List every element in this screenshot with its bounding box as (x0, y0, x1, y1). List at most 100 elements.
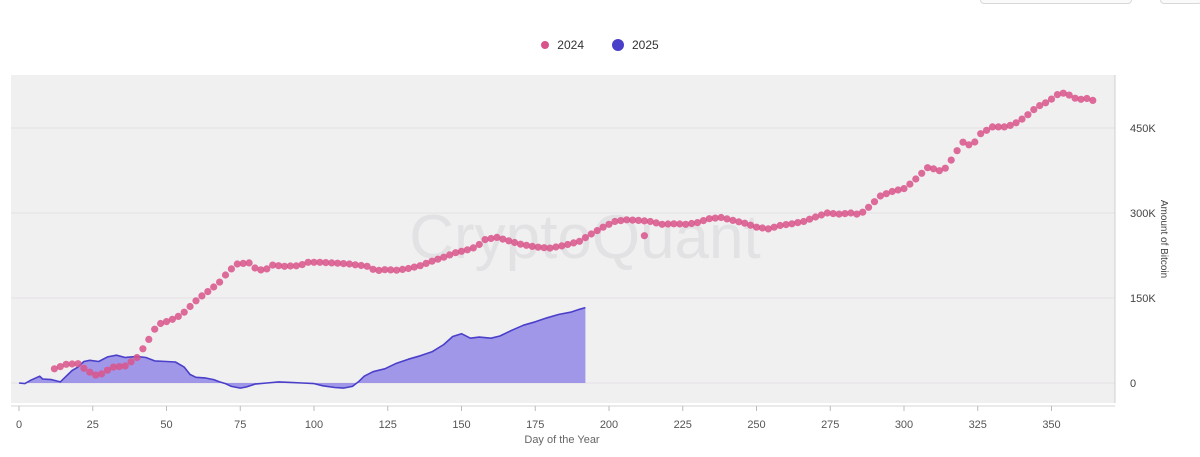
point-2024 (363, 262, 371, 270)
point-2024 (741, 219, 749, 227)
point-2024 (859, 208, 867, 216)
point-2024 (227, 265, 235, 273)
point-2024 (705, 215, 713, 223)
point-2024 (623, 216, 631, 224)
point-2024 (534, 243, 542, 251)
point-2024 (634, 216, 643, 224)
point-2024 (186, 302, 194, 311)
point-2024 (416, 262, 424, 270)
point-2024 (611, 217, 619, 226)
point-2024 (168, 315, 176, 323)
point-2024 (947, 156, 955, 164)
point-2024 (162, 318, 171, 326)
point-2024 (357, 261, 365, 270)
point-2024 (469, 244, 477, 252)
x-axis-label: Day of the Year (524, 434, 600, 446)
point-2024 (617, 217, 625, 225)
point-2024 (322, 259, 330, 267)
point-2024 (664, 220, 672, 228)
point-2024 (393, 266, 401, 274)
point-2024 (1030, 106, 1038, 114)
point-2024 (428, 257, 436, 265)
point-2024 (776, 221, 784, 230)
point-2024 (788, 220, 796, 228)
point-2024 (62, 360, 70, 368)
point-2024 (1083, 94, 1091, 103)
point-2024 (587, 230, 595, 238)
point-2024 (888, 187, 896, 196)
point-2024 (334, 259, 342, 267)
point-2024 (493, 233, 501, 241)
point-2024 (316, 258, 324, 266)
point-2024 (646, 217, 654, 226)
point-2024 (50, 365, 59, 373)
point-2024 (735, 218, 743, 226)
point-2024 (1024, 111, 1032, 119)
point-2024 (882, 190, 890, 198)
point-2024 (599, 223, 607, 231)
point-2024 (434, 255, 442, 263)
legend-marker-2025 (612, 39, 624, 51)
top-control-small[interactable] (1160, 0, 1200, 4)
point-2024 (245, 259, 253, 267)
point-2024 (1071, 94, 1079, 102)
point-2024 (865, 203, 873, 211)
x-tick-label: 275 (821, 419, 839, 431)
point-2024 (109, 363, 117, 371)
point-2024 (80, 364, 88, 372)
x-tick-label: 25 (87, 419, 99, 431)
point-2024 (953, 147, 961, 155)
point-2024 (275, 262, 283, 270)
area-2025 (19, 307, 586, 389)
point-2024 (994, 123, 1003, 131)
point-2024 (629, 216, 637, 224)
point-2024 (847, 209, 855, 217)
point-2024 (1059, 89, 1067, 97)
point-2024 (481, 236, 489, 244)
point-2024 (900, 185, 908, 193)
point-2024 (906, 180, 914, 188)
point-2024 (729, 216, 737, 224)
point-2024 (103, 366, 112, 374)
point-2024 (86, 368, 94, 376)
point-2024 (292, 262, 300, 270)
point-2024 (752, 223, 761, 231)
point-2024 (239, 259, 247, 267)
point-2024 (446, 251, 454, 259)
point-2024 (310, 258, 318, 266)
point-2024 (328, 259, 336, 267)
point-2024 (180, 308, 188, 316)
point-2024 (823, 209, 831, 217)
point-2024 (965, 141, 973, 149)
point-2024 (1018, 115, 1026, 123)
point-2024 (487, 234, 495, 243)
point-2024 (558, 242, 566, 250)
point-2024 (652, 219, 660, 227)
point-2024 (988, 123, 997, 131)
point-2024 (640, 217, 649, 225)
point-2024 (800, 217, 808, 226)
point-2024 (339, 260, 348, 268)
point-2024 (92, 371, 100, 379)
point-2024 (369, 265, 377, 273)
legend-item-2025[interactable]: 2025 (612, 38, 659, 52)
point-2024 (351, 261, 359, 269)
point-2024 (1036, 102, 1044, 110)
point-2024 (912, 175, 920, 183)
legend: 2024 2025 (0, 38, 1200, 52)
point-2024 (452, 249, 460, 257)
point-2024 (758, 224, 767, 232)
point-2024 (540, 244, 548, 252)
point-2024 (463, 246, 471, 254)
point-2024 (304, 258, 312, 266)
line-2025 (18, 306, 586, 389)
point-2024 (918, 169, 926, 177)
point-2024 (971, 138, 979, 146)
point-2024 (693, 219, 702, 227)
x-tick-label: 175 (526, 419, 544, 431)
point-2024 (764, 225, 772, 233)
point-2024 (717, 213, 725, 222)
point-2024 (286, 262, 294, 270)
legend-item-2024[interactable]: 2024 (541, 38, 584, 52)
point-2024 (174, 312, 182, 320)
